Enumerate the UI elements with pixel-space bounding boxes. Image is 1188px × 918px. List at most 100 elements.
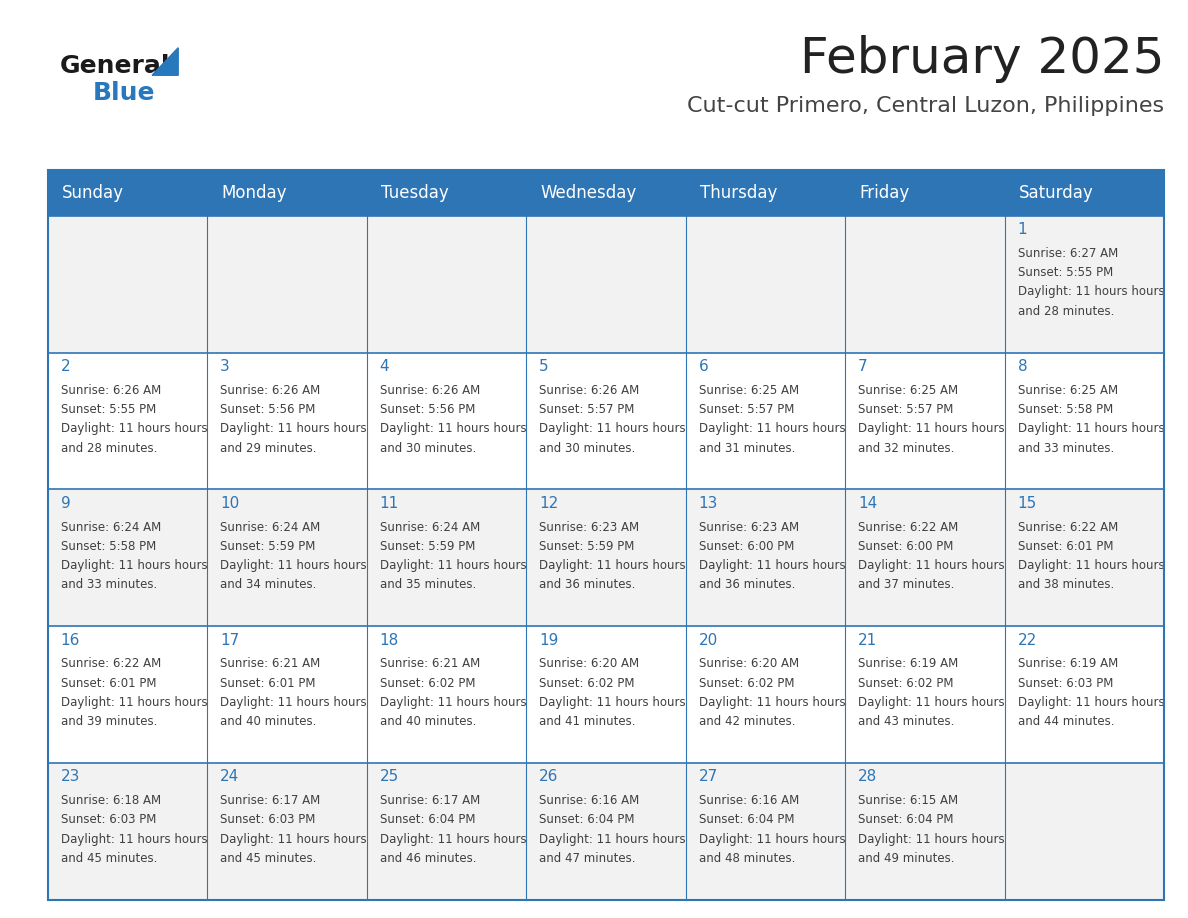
Text: and 46 minutes.: and 46 minutes. — [380, 852, 476, 865]
Text: 8: 8 — [1018, 359, 1028, 374]
Text: Sunset: 6:02 PM: Sunset: 6:02 PM — [699, 677, 795, 689]
Text: and 45 minutes.: and 45 minutes. — [220, 852, 316, 865]
Bar — [1005, 353, 1164, 489]
Text: and 48 minutes.: and 48 minutes. — [699, 852, 795, 865]
Text: Sunset: 6:04 PM: Sunset: 6:04 PM — [539, 813, 634, 826]
Text: and 31 minutes.: and 31 minutes. — [699, 442, 795, 454]
Text: and 36 minutes.: and 36 minutes. — [699, 578, 795, 591]
Text: 17: 17 — [220, 633, 239, 647]
Text: and 39 minutes.: and 39 minutes. — [61, 715, 157, 728]
Text: Daylight: 11 hours hours: Daylight: 11 hours hours — [858, 559, 1005, 572]
Text: Sunset: 6:04 PM: Sunset: 6:04 PM — [380, 813, 475, 826]
Text: Sunset: 5:56 PM: Sunset: 5:56 PM — [380, 403, 475, 416]
Bar — [48, 626, 207, 763]
Text: and 33 minutes.: and 33 minutes. — [61, 578, 157, 591]
Text: Sunset: 5:56 PM: Sunset: 5:56 PM — [220, 403, 316, 416]
Text: Daylight: 11 hours hours: Daylight: 11 hours hours — [380, 559, 526, 572]
Text: Thursday: Thursday — [700, 184, 777, 202]
Text: and 28 minutes.: and 28 minutes. — [1018, 305, 1114, 318]
Text: 3: 3 — [220, 359, 229, 374]
Text: Sunrise: 6:17 AM: Sunrise: 6:17 AM — [220, 794, 321, 807]
Text: and 42 minutes.: and 42 minutes. — [699, 715, 795, 728]
Text: Sunset: 5:55 PM: Sunset: 5:55 PM — [61, 403, 156, 416]
Text: Sunset: 6:00 PM: Sunset: 6:00 PM — [699, 540, 794, 553]
Text: Sunrise: 6:24 AM: Sunrise: 6:24 AM — [380, 521, 480, 533]
Text: Sunrise: 6:16 AM: Sunrise: 6:16 AM — [699, 794, 800, 807]
Text: Sunset: 6:01 PM: Sunset: 6:01 PM — [1018, 540, 1113, 553]
Text: Sunrise: 6:26 AM: Sunrise: 6:26 AM — [539, 384, 639, 397]
Bar — [526, 489, 685, 626]
Text: Sunset: 6:02 PM: Sunset: 6:02 PM — [539, 677, 634, 689]
Text: 18: 18 — [380, 633, 399, 647]
Bar — [526, 626, 685, 763]
Text: Sunrise: 6:23 AM: Sunrise: 6:23 AM — [539, 521, 639, 533]
Text: Sunset: 5:58 PM: Sunset: 5:58 PM — [1018, 403, 1113, 416]
Polygon shape — [152, 48, 178, 75]
Text: and 40 minutes.: and 40 minutes. — [220, 715, 316, 728]
Text: and 35 minutes.: and 35 minutes. — [380, 578, 476, 591]
Text: Daylight: 11 hours hours: Daylight: 11 hours hours — [220, 559, 367, 572]
Text: and 47 minutes.: and 47 minutes. — [539, 852, 636, 865]
Text: Sunrise: 6:23 AM: Sunrise: 6:23 AM — [699, 521, 798, 533]
Text: Sunrise: 6:25 AM: Sunrise: 6:25 AM — [1018, 384, 1118, 397]
Text: Sunrise: 6:16 AM: Sunrise: 6:16 AM — [539, 794, 639, 807]
Text: 9: 9 — [61, 496, 70, 510]
Text: Sunrise: 6:22 AM: Sunrise: 6:22 AM — [858, 521, 959, 533]
Text: Daylight: 11 hours hours: Daylight: 11 hours hours — [380, 422, 526, 435]
Text: 23: 23 — [61, 769, 80, 784]
Bar — [1005, 763, 1164, 900]
Text: Daylight: 11 hours hours: Daylight: 11 hours hours — [858, 833, 1005, 845]
Bar — [207, 353, 367, 489]
Text: Daylight: 11 hours hours: Daylight: 11 hours hours — [380, 696, 526, 709]
Text: and 36 minutes.: and 36 minutes. — [539, 578, 636, 591]
Text: Sunrise: 6:19 AM: Sunrise: 6:19 AM — [1018, 657, 1118, 670]
Text: Daylight: 11 hours hours: Daylight: 11 hours hours — [1018, 696, 1164, 709]
Text: and 29 minutes.: and 29 minutes. — [220, 442, 317, 454]
Text: Sunrise: 6:21 AM: Sunrise: 6:21 AM — [380, 657, 480, 670]
Text: Sunset: 5:59 PM: Sunset: 5:59 PM — [380, 540, 475, 553]
Text: Daylight: 11 hours hours: Daylight: 11 hours hours — [220, 422, 367, 435]
Text: and 45 minutes.: and 45 minutes. — [61, 852, 157, 865]
Bar — [1005, 489, 1164, 626]
Bar — [845, 489, 1005, 626]
Text: 1: 1 — [1018, 222, 1028, 237]
Text: Sunset: 6:04 PM: Sunset: 6:04 PM — [858, 813, 954, 826]
Text: Sunset: 5:57 PM: Sunset: 5:57 PM — [539, 403, 634, 416]
Bar — [685, 489, 845, 626]
Text: Daylight: 11 hours hours: Daylight: 11 hours hours — [699, 833, 846, 845]
Text: Daylight: 11 hours hours: Daylight: 11 hours hours — [1018, 559, 1164, 572]
Text: Daylight: 11 hours hours: Daylight: 11 hours hours — [699, 696, 846, 709]
Text: Daylight: 11 hours hours: Daylight: 11 hours hours — [699, 559, 846, 572]
Text: Daylight: 11 hours hours: Daylight: 11 hours hours — [539, 559, 685, 572]
Text: Sunrise: 6:22 AM: Sunrise: 6:22 AM — [1018, 521, 1118, 533]
Text: Sunrise: 6:19 AM: Sunrise: 6:19 AM — [858, 657, 959, 670]
Text: 15: 15 — [1018, 496, 1037, 510]
Bar — [367, 626, 526, 763]
Text: 7: 7 — [858, 359, 868, 374]
Text: 25: 25 — [380, 769, 399, 784]
Text: Sunrise: 6:24 AM: Sunrise: 6:24 AM — [61, 521, 160, 533]
Text: 28: 28 — [858, 769, 878, 784]
Bar — [48, 216, 207, 353]
Bar — [207, 216, 367, 353]
Bar — [207, 489, 367, 626]
Text: 16: 16 — [61, 633, 80, 647]
Text: 6: 6 — [699, 359, 708, 374]
Text: Cut-cut Primero, Central Luzon, Philippines: Cut-cut Primero, Central Luzon, Philippi… — [687, 96, 1164, 117]
Text: 20: 20 — [699, 633, 718, 647]
Text: and 41 minutes.: and 41 minutes. — [539, 715, 636, 728]
Bar — [1005, 626, 1164, 763]
Bar — [685, 353, 845, 489]
Bar — [207, 763, 367, 900]
Text: and 49 minutes.: and 49 minutes. — [858, 852, 955, 865]
Text: Blue: Blue — [93, 81, 156, 105]
Text: Sunset: 6:01 PM: Sunset: 6:01 PM — [220, 677, 316, 689]
Text: Sunset: 6:02 PM: Sunset: 6:02 PM — [858, 677, 954, 689]
Text: Sunset: 6:03 PM: Sunset: 6:03 PM — [61, 813, 156, 826]
Bar — [48, 353, 207, 489]
Text: Tuesday: Tuesday — [381, 184, 449, 202]
Text: 21: 21 — [858, 633, 878, 647]
Text: 5: 5 — [539, 359, 549, 374]
Text: Sunrise: 6:26 AM: Sunrise: 6:26 AM — [61, 384, 160, 397]
Text: 24: 24 — [220, 769, 239, 784]
